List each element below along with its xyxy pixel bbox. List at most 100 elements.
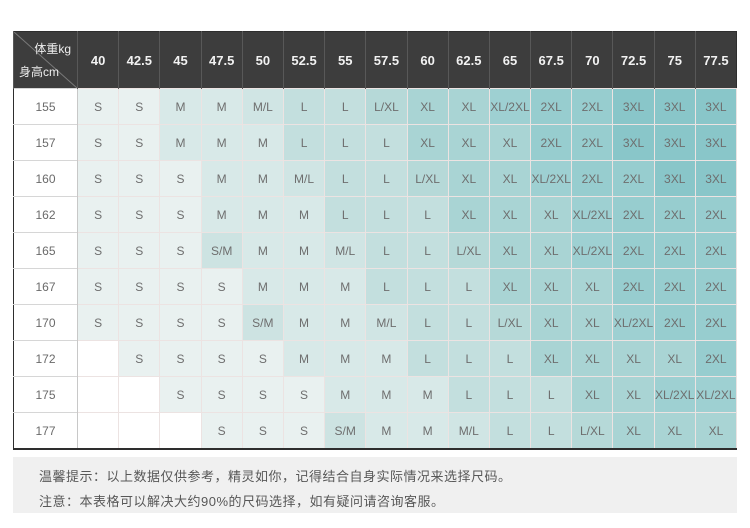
- size-cell: L: [447, 304, 490, 341]
- size-cell: L: [447, 268, 490, 305]
- size-cell: XL: [447, 196, 490, 233]
- size-cell: XL: [694, 412, 738, 450]
- size-cell: L/XL: [365, 88, 408, 125]
- size-cell: XL/2XL: [612, 304, 655, 341]
- size-cell: XL: [653, 340, 696, 377]
- size-cell: L: [406, 232, 449, 269]
- size-cell: L: [406, 268, 449, 305]
- corner-cell: 体重kg 身高cm: [13, 31, 78, 89]
- weight-header-cell: 57.5: [365, 31, 407, 89]
- table-row: 170 S S S S S/M M M M/L L L L/XL XL XL XL/2XL 2XL 2XL: [13, 304, 738, 341]
- size-cell: L/XL: [571, 412, 614, 450]
- size-cell: M: [282, 196, 326, 233]
- size-cell: M: [200, 160, 243, 197]
- height-cell: 172: [13, 340, 78, 377]
- size-cell: 3XL: [653, 88, 696, 125]
- size-cell: M: [406, 376, 449, 413]
- size-cell: XL/2XL: [530, 160, 573, 197]
- size-cell: 2XL: [571, 88, 614, 125]
- size-cell: 2XL: [694, 196, 738, 233]
- size-cell: L: [324, 88, 367, 125]
- weight-header-cell: 62.5: [447, 31, 490, 89]
- size-cell: M: [241, 124, 284, 161]
- table-row: 177 S S S S/M M M M/L L L L/XL XL XL XL: [13, 412, 738, 450]
- size-cell: XL: [653, 412, 696, 450]
- size-cell: M: [406, 412, 449, 450]
- size-cell: 3XL: [612, 124, 655, 161]
- size-cell: XL: [612, 412, 655, 450]
- size-cell: L: [530, 376, 573, 413]
- size-cell: M: [241, 160, 284, 197]
- size-cell: L: [365, 268, 408, 305]
- weight-header-row: 体重kg 身高cm 40 42.5 45 47.5 50 52.5 55 57.5 60 62.5…: [13, 31, 737, 89]
- note-line-1: 温馨提示：以上数据仅供参考，精灵如你，记得结合自身实际情况来选择尺码。: [39, 469, 512, 484]
- size-cell: S: [200, 412, 243, 450]
- size-cell: 2XL: [653, 304, 696, 341]
- size-cell: M: [282, 268, 326, 305]
- size-cell: XL: [488, 196, 532, 233]
- weight-header-cell: 52.5: [282, 31, 325, 89]
- size-cell: 3XL: [653, 124, 696, 161]
- size-cell: M/L: [324, 232, 367, 269]
- size-cell: M: [324, 376, 367, 413]
- empty-cell: [159, 412, 202, 450]
- size-cell: S/M: [324, 412, 367, 450]
- size-cell: 2XL: [612, 268, 655, 305]
- size-cell: 2XL: [694, 340, 738, 377]
- size-cell: L: [488, 412, 532, 450]
- size-cell: L: [447, 340, 490, 377]
- size-cell: 2XL: [530, 124, 573, 161]
- size-cell: XL: [530, 304, 573, 341]
- corner-label-weight: 体重kg: [34, 42, 71, 56]
- size-cell: S: [241, 340, 284, 377]
- size-cell: 2XL: [694, 304, 738, 341]
- size-cell: L/XL: [406, 160, 449, 197]
- size-cell: S: [118, 196, 161, 233]
- weight-header-cell: 40: [76, 31, 119, 89]
- size-cell: M: [365, 340, 408, 377]
- size-cell: 2XL: [571, 160, 614, 197]
- size-cell: M: [200, 196, 243, 233]
- table-row: 160 S S S M M M/L L L L/XL XL XL XL/2XL 2XL 2XL 3XL 3XL: [13, 160, 738, 197]
- table-row: 165 S S S S/M M M M/L L L L/XL XL XL XL/2XL 2XL 2XL 2XL: [13, 232, 738, 269]
- size-cell: M/L: [447, 412, 490, 450]
- empty-cell: [76, 340, 120, 377]
- size-cell: XL: [530, 268, 573, 305]
- size-cell: L: [530, 412, 573, 450]
- empty-cell: [118, 412, 161, 450]
- size-cell: L: [282, 88, 326, 125]
- table-row: 157 S S M M M L L L XL XL XL 2XL 2XL 3XL 3XL 3XL: [13, 124, 738, 161]
- size-cell: S: [200, 268, 243, 305]
- size-cell: XL: [447, 124, 490, 161]
- size-cell: L: [365, 196, 408, 233]
- size-cell: M: [241, 232, 284, 269]
- size-cell: M/L: [241, 88, 284, 125]
- size-cell: L: [406, 340, 449, 377]
- height-cell: 157: [13, 124, 78, 161]
- size-cell: M: [282, 232, 326, 269]
- size-cell: M: [365, 412, 408, 450]
- size-cell: XL: [488, 160, 532, 197]
- size-cell: 3XL: [653, 160, 696, 197]
- size-cell: L: [488, 376, 532, 413]
- table-row: 162 S S S M M M L L L XL XL XL XL/2XL 2XL 2XL 2XL: [13, 196, 738, 233]
- size-cell: XL/2XL: [488, 88, 532, 125]
- size-cell: XL: [571, 268, 614, 305]
- size-cell: XL: [447, 88, 490, 125]
- size-cell: 2XL: [612, 232, 655, 269]
- diagonal-line: [14, 32, 77, 88]
- size-cell: XL/2XL: [694, 376, 738, 413]
- table-row: 172 S S S S M M M L L L XL XL XL XL 2XL: [13, 340, 738, 377]
- weight-header-cell: 45: [159, 31, 202, 89]
- size-cell: S: [159, 304, 202, 341]
- size-cell: S: [241, 412, 284, 450]
- size-cell: 3XL: [694, 124, 738, 161]
- size-cell: 2XL: [612, 160, 655, 197]
- size-cell: M: [282, 304, 326, 341]
- size-cell: M: [159, 124, 202, 161]
- size-cell: M/L: [282, 160, 326, 197]
- weight-header-cell: 77.5: [694, 31, 737, 89]
- size-cell: XL: [530, 196, 573, 233]
- height-cell: 170: [13, 304, 78, 341]
- size-cell: M: [200, 124, 243, 161]
